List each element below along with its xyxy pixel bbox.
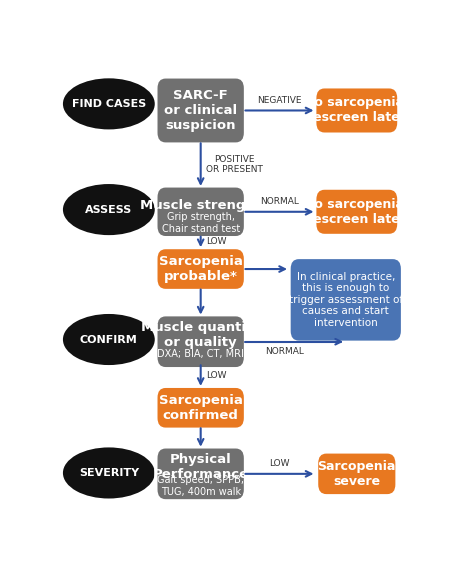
Text: No sarcopenia;
rescreen later: No sarcopenia; rescreen later (304, 198, 410, 226)
Ellipse shape (63, 78, 155, 129)
FancyBboxPatch shape (317, 190, 397, 234)
Text: DXA; BIA, CT, MRI: DXA; BIA, CT, MRI (157, 349, 244, 359)
Text: No sarcopenia;
rescreen later: No sarcopenia; rescreen later (304, 97, 410, 125)
Text: LOW: LOW (269, 459, 290, 468)
Ellipse shape (63, 447, 155, 499)
FancyBboxPatch shape (157, 316, 244, 367)
FancyBboxPatch shape (318, 454, 395, 494)
FancyBboxPatch shape (157, 249, 244, 289)
FancyBboxPatch shape (157, 448, 244, 499)
Ellipse shape (63, 314, 155, 365)
Text: In clinical practice,
this is enough to
trigger assessment of
causes and start
i: In clinical practice, this is enough to … (289, 272, 403, 328)
FancyBboxPatch shape (317, 89, 397, 133)
Text: NORMAL: NORMAL (265, 347, 304, 356)
Text: Muscle strength: Muscle strength (140, 199, 261, 212)
Text: NORMAL: NORMAL (260, 197, 299, 206)
FancyBboxPatch shape (157, 78, 244, 142)
Text: SARC-F
or clinical
suspicion: SARC-F or clinical suspicion (164, 89, 237, 132)
Text: LOW: LOW (206, 371, 227, 380)
Text: Sarcopenia
confirmed: Sarcopenia confirmed (159, 394, 243, 422)
Text: Physical
Performance: Physical Performance (153, 454, 249, 482)
Text: Gait speed, SPPB,
TUG, 400m walk: Gait speed, SPPB, TUG, 400m walk (157, 475, 244, 496)
FancyBboxPatch shape (157, 188, 244, 236)
Text: POSITIVE
OR PRESENT: POSITIVE OR PRESENT (206, 155, 263, 174)
Text: Grip strength,
Chair stand test: Grip strength, Chair stand test (162, 212, 240, 234)
Text: ASSESS: ASSESS (85, 205, 132, 214)
Text: FIND CASES: FIND CASES (72, 99, 146, 109)
Text: NEGATIVE: NEGATIVE (257, 96, 302, 105)
FancyBboxPatch shape (157, 388, 244, 428)
Text: Sarcopenia
probable*: Sarcopenia probable* (159, 255, 243, 283)
Text: Muscle quantity
or quality: Muscle quantity or quality (141, 321, 261, 349)
FancyBboxPatch shape (291, 259, 401, 340)
Text: CONFIRM: CONFIRM (80, 335, 138, 344)
Ellipse shape (63, 184, 155, 235)
Text: LOW: LOW (206, 237, 227, 247)
Text: SEVERITY: SEVERITY (79, 468, 139, 478)
Text: Sarcopenia
severe: Sarcopenia severe (318, 460, 396, 488)
